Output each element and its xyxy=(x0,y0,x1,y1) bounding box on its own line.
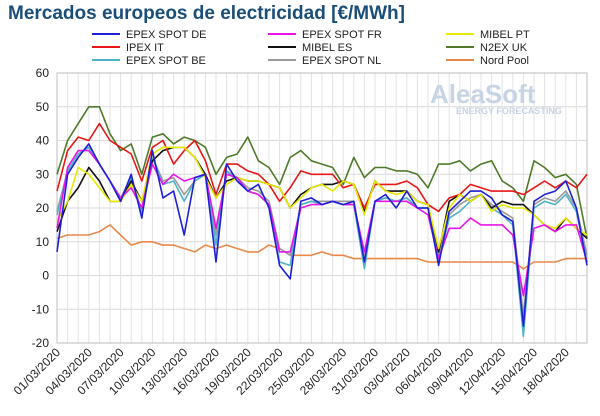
legend-label: Nord Pool xyxy=(480,55,529,67)
plot-frame xyxy=(56,72,588,344)
legend-label: MIBEL PT xyxy=(480,29,530,41)
legend-label: MIBEL ES xyxy=(302,42,352,54)
legend-label: EPEX SPOT FR xyxy=(302,29,382,41)
y-tick-label: 10 xyxy=(36,235,50,249)
y-tick-label: 0 xyxy=(42,269,49,283)
y-tick-label: 60 xyxy=(36,66,50,80)
series-lines xyxy=(56,106,588,338)
y-tick-label: 50 xyxy=(36,100,50,114)
series-line-mibel-pt xyxy=(56,146,588,250)
legend-label: EPEX SPOT NL xyxy=(302,55,381,67)
series-line-ipex-it xyxy=(56,122,588,213)
legend-label: IPEX IT xyxy=(126,42,164,54)
watermark-brand: AleaSoft xyxy=(430,79,536,109)
y-tick-label: 40 xyxy=(36,134,50,148)
series-line-n2ex-uk xyxy=(56,106,588,239)
y-axis: -20 -10 0 10 20 30 40 50 60 xyxy=(32,66,50,350)
legend: EPEX SPOT DE EPEX SPOT FR MIBEL PT IPEX IT M… xyxy=(92,29,530,67)
watermark-tagline: ENERGY FORECASTING xyxy=(456,106,562,116)
series-line-nord-pool xyxy=(56,224,587,270)
legend-label: EPEX SPOT BE xyxy=(126,55,206,67)
legend-label: N2EX UK xyxy=(480,42,528,54)
y-tick-label: -20 xyxy=(32,336,50,350)
x-axis: 01/03/202004/03/202007/03/202010/03/2020… xyxy=(11,345,572,398)
chart-title: Mercados europeos de electricidad [€/MWh… xyxy=(8,3,405,24)
y-tick-label: -10 xyxy=(32,302,50,316)
watermark: AleaSoft ENERGY FORECASTING xyxy=(430,79,562,116)
legend-label: EPEX SPOT DE xyxy=(126,29,207,41)
y-tick-label: 20 xyxy=(36,201,50,215)
y-tick-label: 30 xyxy=(36,167,50,181)
series-line-epex-spot-de xyxy=(56,143,588,327)
